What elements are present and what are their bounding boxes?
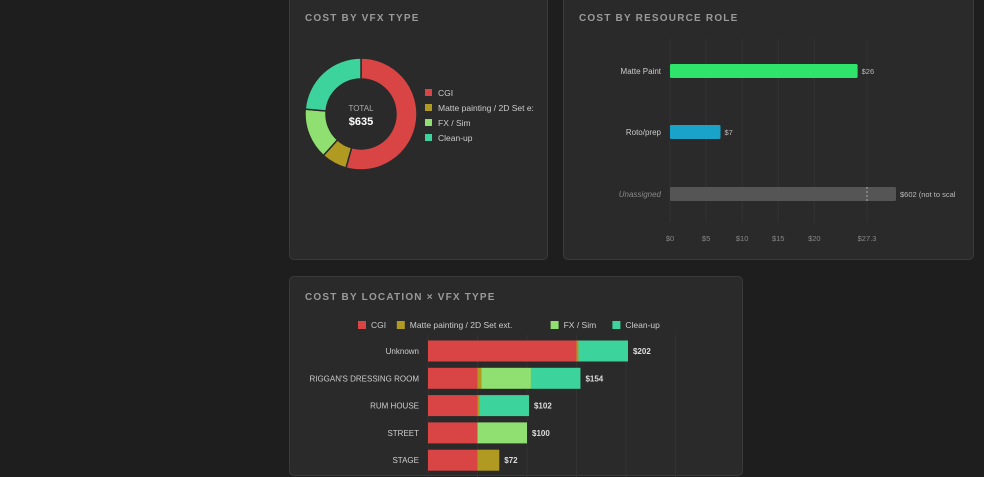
- resource-role-panel: COST BY RESOURCE ROLE $0 $5 $10 $15 $20 $27.3…: [563, 0, 974, 260]
- legend-label: Matte painting / 2D Set e:: [438, 103, 534, 113]
- bar-segment: [576, 340, 579, 362]
- x-tick-label: $15: [772, 234, 785, 243]
- category-label: RIGGAN'S DRESSING ROOM: [309, 374, 419, 383]
- category-label: RUM HOUSE: [370, 402, 419, 411]
- total-label: $100: [532, 429, 550, 438]
- total-label: TOTAL: [348, 104, 374, 113]
- total-label: $202: [633, 347, 651, 356]
- bar-segment: [477, 422, 527, 444]
- vfx-type-panel: COST BY VFX TYPE TOTAL $635 CGI Matte paint…: [289, 0, 548, 260]
- vfx-type-donut-chart: TOTAL $635 CGI Matte painting / 2D Set e: FX…: [304, 57, 534, 171]
- bar-segment: [477, 449, 500, 471]
- bar-segment: [530, 367, 581, 389]
- x-tick-label: $10: [736, 234, 749, 243]
- legend-swatch: [396, 321, 405, 329]
- category-label: STREET: [387, 429, 419, 438]
- category-label: STAGE: [392, 456, 419, 465]
- panel-title: COST BY RESOURCE ROLE: [579, 13, 739, 24]
- value-label: $26: [862, 67, 875, 76]
- legend-swatch: [550, 321, 559, 329]
- panel-title: COST BY LOCATION × VFX TYPE: [305, 292, 496, 303]
- bar-segment: [578, 340, 628, 362]
- value-label: $7: [725, 128, 733, 137]
- bar-segment: [428, 422, 478, 444]
- x-tick-label: $0: [666, 234, 674, 243]
- category-label: Matte Paint: [621, 67, 662, 76]
- value-label: $602 (not to scal: [900, 190, 956, 199]
- legend-label: Clean-up: [438, 133, 473, 143]
- location-stacked-bar-chart: CGI Matte painting / 2D Set ext. FX / Sim C…: [309, 320, 676, 477]
- x-tick-label: $27.3: [858, 234, 877, 243]
- x-tick-label: $5: [702, 234, 710, 243]
- legend-swatch: [425, 119, 432, 126]
- bar-segment: [477, 395, 480, 417]
- category-label: Unknown: [386, 347, 419, 356]
- bar-segment: [477, 367, 482, 389]
- legend-swatch: [358, 321, 366, 329]
- legend-swatch: [612, 321, 621, 329]
- legend-label: CGI: [438, 88, 453, 98]
- total-label: $102: [534, 402, 552, 411]
- legend-label: CGI: [371, 320, 386, 330]
- bar-segment: [428, 367, 478, 389]
- bar-segment: [479, 395, 529, 417]
- bar: [670, 187, 896, 201]
- total-label: $154: [585, 374, 603, 383]
- total-label: $72: [504, 456, 518, 465]
- bar-segment: [428, 395, 478, 417]
- category-label: Roto/prep: [626, 128, 662, 137]
- bar: [670, 125, 721, 139]
- panel-title: COST BY VFX TYPE: [305, 13, 420, 24]
- legend-label: Clean-up: [625, 320, 660, 330]
- legend-label: Matte painting / 2D Set ext.: [410, 320, 513, 330]
- total-value: $635: [349, 116, 373, 128]
- legend-label: FX / Sim: [564, 320, 597, 330]
- category-label: Unassigned: [619, 190, 662, 199]
- bar: [670, 64, 858, 78]
- donut-slice-0: [345, 57, 418, 171]
- x-tick-label: $20: [808, 234, 821, 243]
- legend-label: FX / Sim: [438, 118, 471, 128]
- legend-swatch: [425, 89, 432, 96]
- legend-swatch: [425, 104, 432, 111]
- bar-segment: [428, 340, 577, 362]
- location-panel: COST BY LOCATION × VFX TYPE CGI Matte pai…: [289, 276, 743, 477]
- bar-segment: [428, 449, 478, 471]
- donut-slice-3: [304, 57, 362, 112]
- legend-swatch: [425, 134, 432, 141]
- resource-role-bar-chart: $0 $5 $10 $15 $20 $27.3 Matte Paint $26 Roto/pre…: [619, 39, 956, 243]
- bar-segment: [481, 367, 531, 389]
